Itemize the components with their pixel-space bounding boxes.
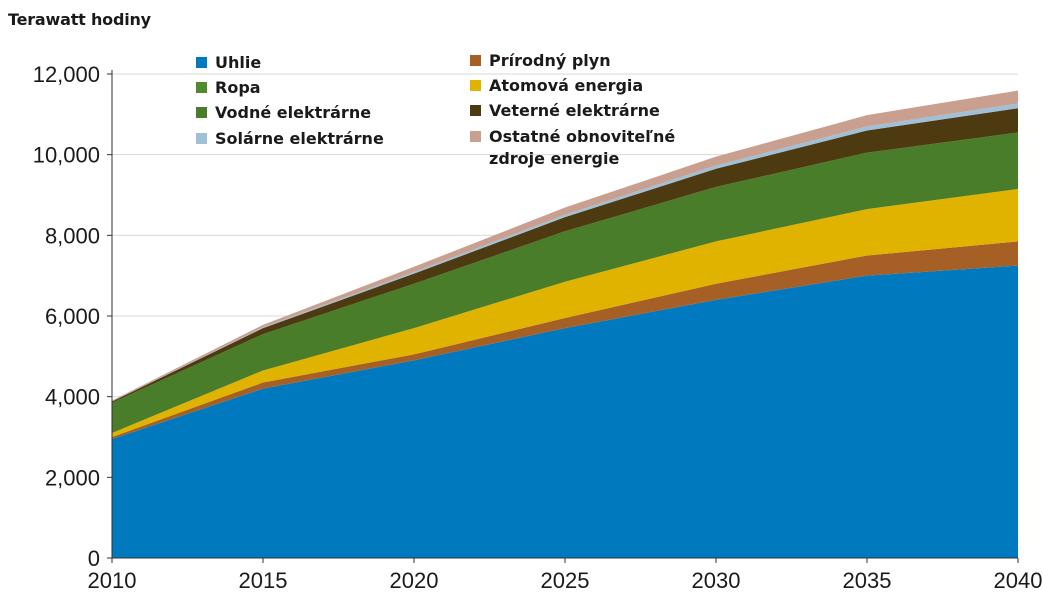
y-axis-title: Terawatt hodiny (8, 10, 151, 29)
legend-label-ostatne-line2: zdroje energie (489, 149, 620, 168)
area-plyn (112, 241, 1018, 440)
legend-label-ropa: Ropa (215, 78, 261, 97)
legend-swatch-uhlie (196, 57, 207, 68)
legend-swatch-ropa (196, 82, 207, 93)
legend-label-voda: Vodné elektrárne (215, 103, 372, 122)
x-tick-labels: 2010 2015 2020 2025 2030 2035 2040 (88, 568, 1043, 593)
area-layers (112, 90, 1018, 558)
legend-swatch-voda (196, 107, 207, 118)
legend-label-uhlie: Uhlie (215, 53, 262, 72)
area-voda (112, 132, 1018, 433)
x-tick-label: 2015 (239, 568, 288, 593)
legend-swatch-ostatne (470, 131, 481, 142)
legend-item-slnko: Solárne elektrárne (196, 128, 384, 150)
x-tick-label: 2040 (994, 568, 1043, 593)
x-tick-label: 2030 (692, 568, 741, 593)
x-tick-label: 2010 (88, 568, 137, 593)
legend-label-atom: Atomová energia (489, 76, 644, 95)
legend-item-ropa: Ropa (196, 77, 261, 99)
legend-swatch-plyn (470, 55, 481, 66)
legend-label-vietor: Veterné elektrárne (489, 101, 660, 120)
y-tick-label: 0 (88, 546, 100, 571)
area-vietor (112, 108, 1018, 403)
legend-swatch-vietor (470, 105, 481, 116)
legend-item-uhlie: Uhlie (196, 52, 261, 74)
legend-label-plyn: Prírodný plyn (489, 51, 611, 70)
x-tick-label: 2035 (843, 568, 892, 593)
y-tick-label: 6,000 (45, 304, 100, 329)
y-tick-label: 4,000 (45, 385, 100, 410)
legend-item-voda: Vodné elektrárne (196, 102, 371, 124)
y-tick-label: 10,000 (33, 143, 100, 168)
legend-item-plyn: Prírodný plyn (470, 50, 611, 72)
y-tick-label: 2,000 (45, 465, 100, 490)
x-tick-label: 2025 (541, 568, 590, 593)
axes (107, 70, 1019, 563)
legend-swatch-atom (470, 80, 481, 91)
x-tick-label: 2020 (390, 568, 439, 593)
area-atom (112, 188, 1018, 437)
legend-label-ostatne-line1: Ostatné obnoviteľné (489, 127, 676, 146)
legend-item-ostatne: Ostatné obnoviteľné zdroje energie (470, 126, 675, 170)
legend-item-vietor: Veterné elektrárne (470, 100, 660, 122)
y-tick-label: 8,000 (45, 223, 100, 248)
y-tick-label: 12,000 (33, 62, 100, 87)
legend-swatch-slnko (196, 133, 207, 144)
legend-item-atom: Atomová energia (470, 75, 643, 97)
area-uhlie (112, 265, 1018, 558)
legend-label-ostatne: Ostatné obnoviteľné zdroje energie (489, 126, 675, 170)
y-tick-labels: 0 2,000 4,000 6,000 8,000 10,000 12,000 (33, 62, 100, 571)
legend-label-slnko: Solárne elektrárne (215, 129, 384, 148)
